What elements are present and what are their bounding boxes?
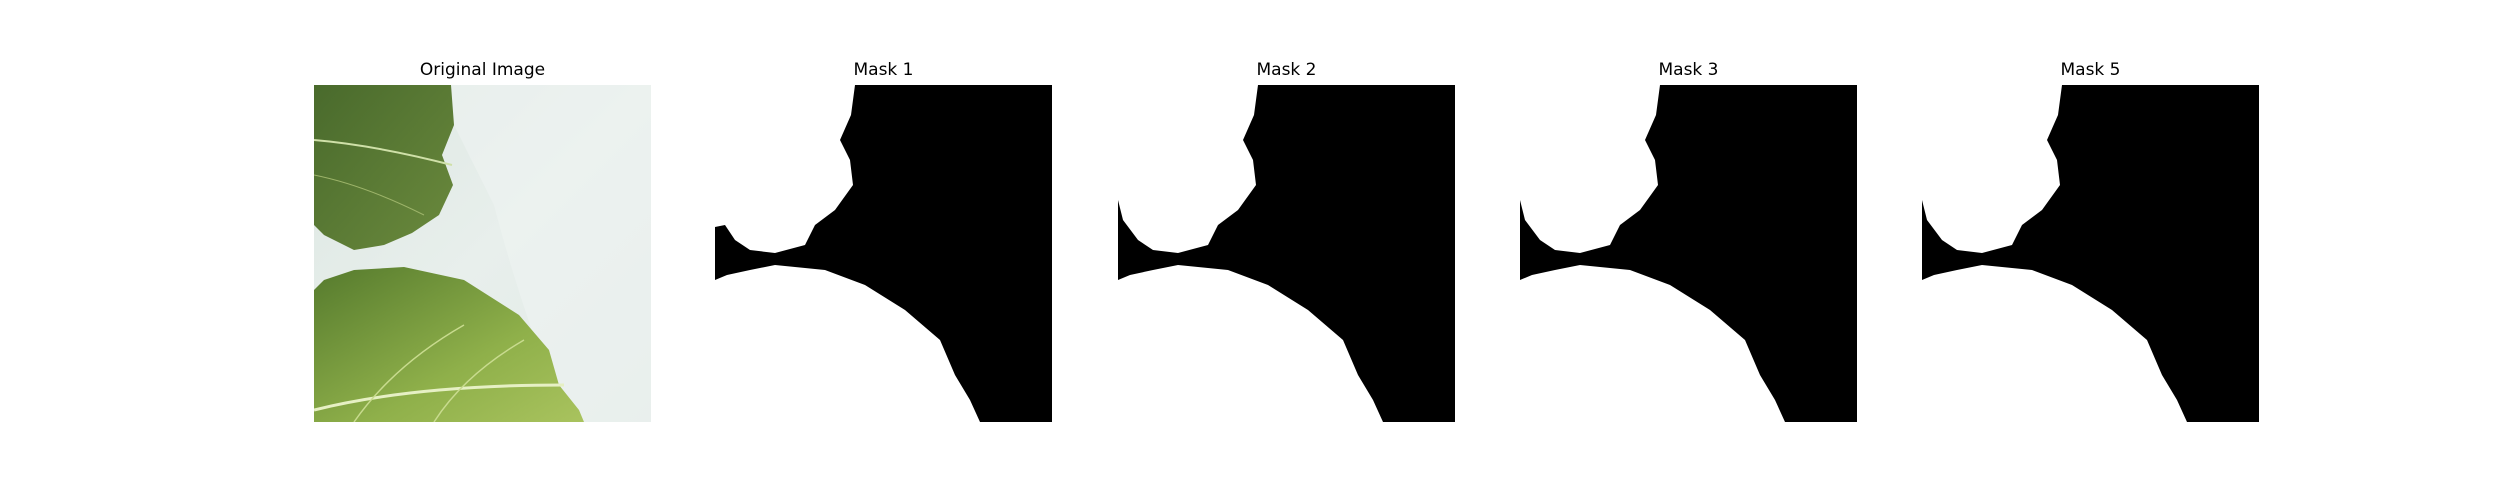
mask-3-title: Mask 3: [1658, 60, 1719, 80]
original-leaf-photo: [314, 85, 651, 422]
mask-3-panel: Mask 3: [1520, 60, 1857, 422]
mask-5-image: [1922, 85, 2259, 422]
mask-5-panel: Mask 5: [1922, 60, 2259, 422]
original-image-title: Original Image: [419, 60, 546, 80]
mask-1-image: [715, 85, 1052, 422]
mask-3-image: [1520, 85, 1857, 422]
mask-5-title: Mask 5: [2060, 60, 2121, 80]
mask-1-panel: Mask 1: [715, 60, 1052, 422]
mask-2-title: Mask 2: [1256, 60, 1317, 80]
mask-2-image: [1118, 85, 1455, 422]
mask-1-title: Mask 1: [853, 60, 914, 80]
original-image-panel: Original Image: [314, 60, 651, 422]
mask-2-panel: Mask 2: [1118, 60, 1455, 422]
